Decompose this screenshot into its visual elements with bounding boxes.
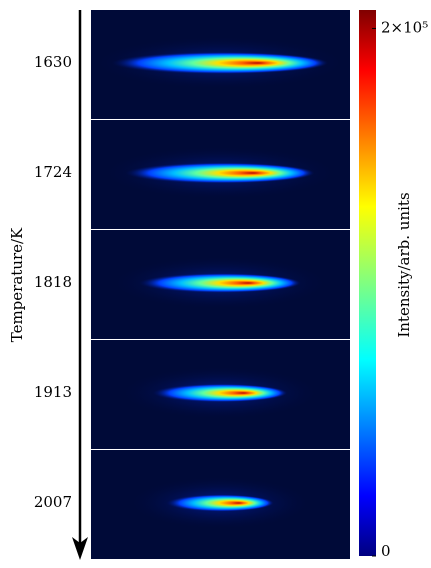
glow-core [112,52,328,74]
temperature-label: 1913 [34,383,72,401]
y-axis-label: Temperature/K [8,227,26,342]
temperature-label: 1724 [34,163,72,181]
colorbar-tick-label: 0 [381,542,391,560]
temperature-label: 1818 [34,273,72,291]
temperature-label: 1630 [34,53,72,71]
glow-core [166,494,274,512]
colorbar-tick-label: 2×10⁵ [381,18,428,36]
colorbar-label: Intensity/arb. units [395,192,413,337]
glow-core [152,383,288,403]
glow-core [125,162,315,184]
arrow-head [72,537,88,560]
glow-core [139,273,301,293]
temperature-label: 2007 [34,493,72,511]
colorbar [359,10,376,556]
